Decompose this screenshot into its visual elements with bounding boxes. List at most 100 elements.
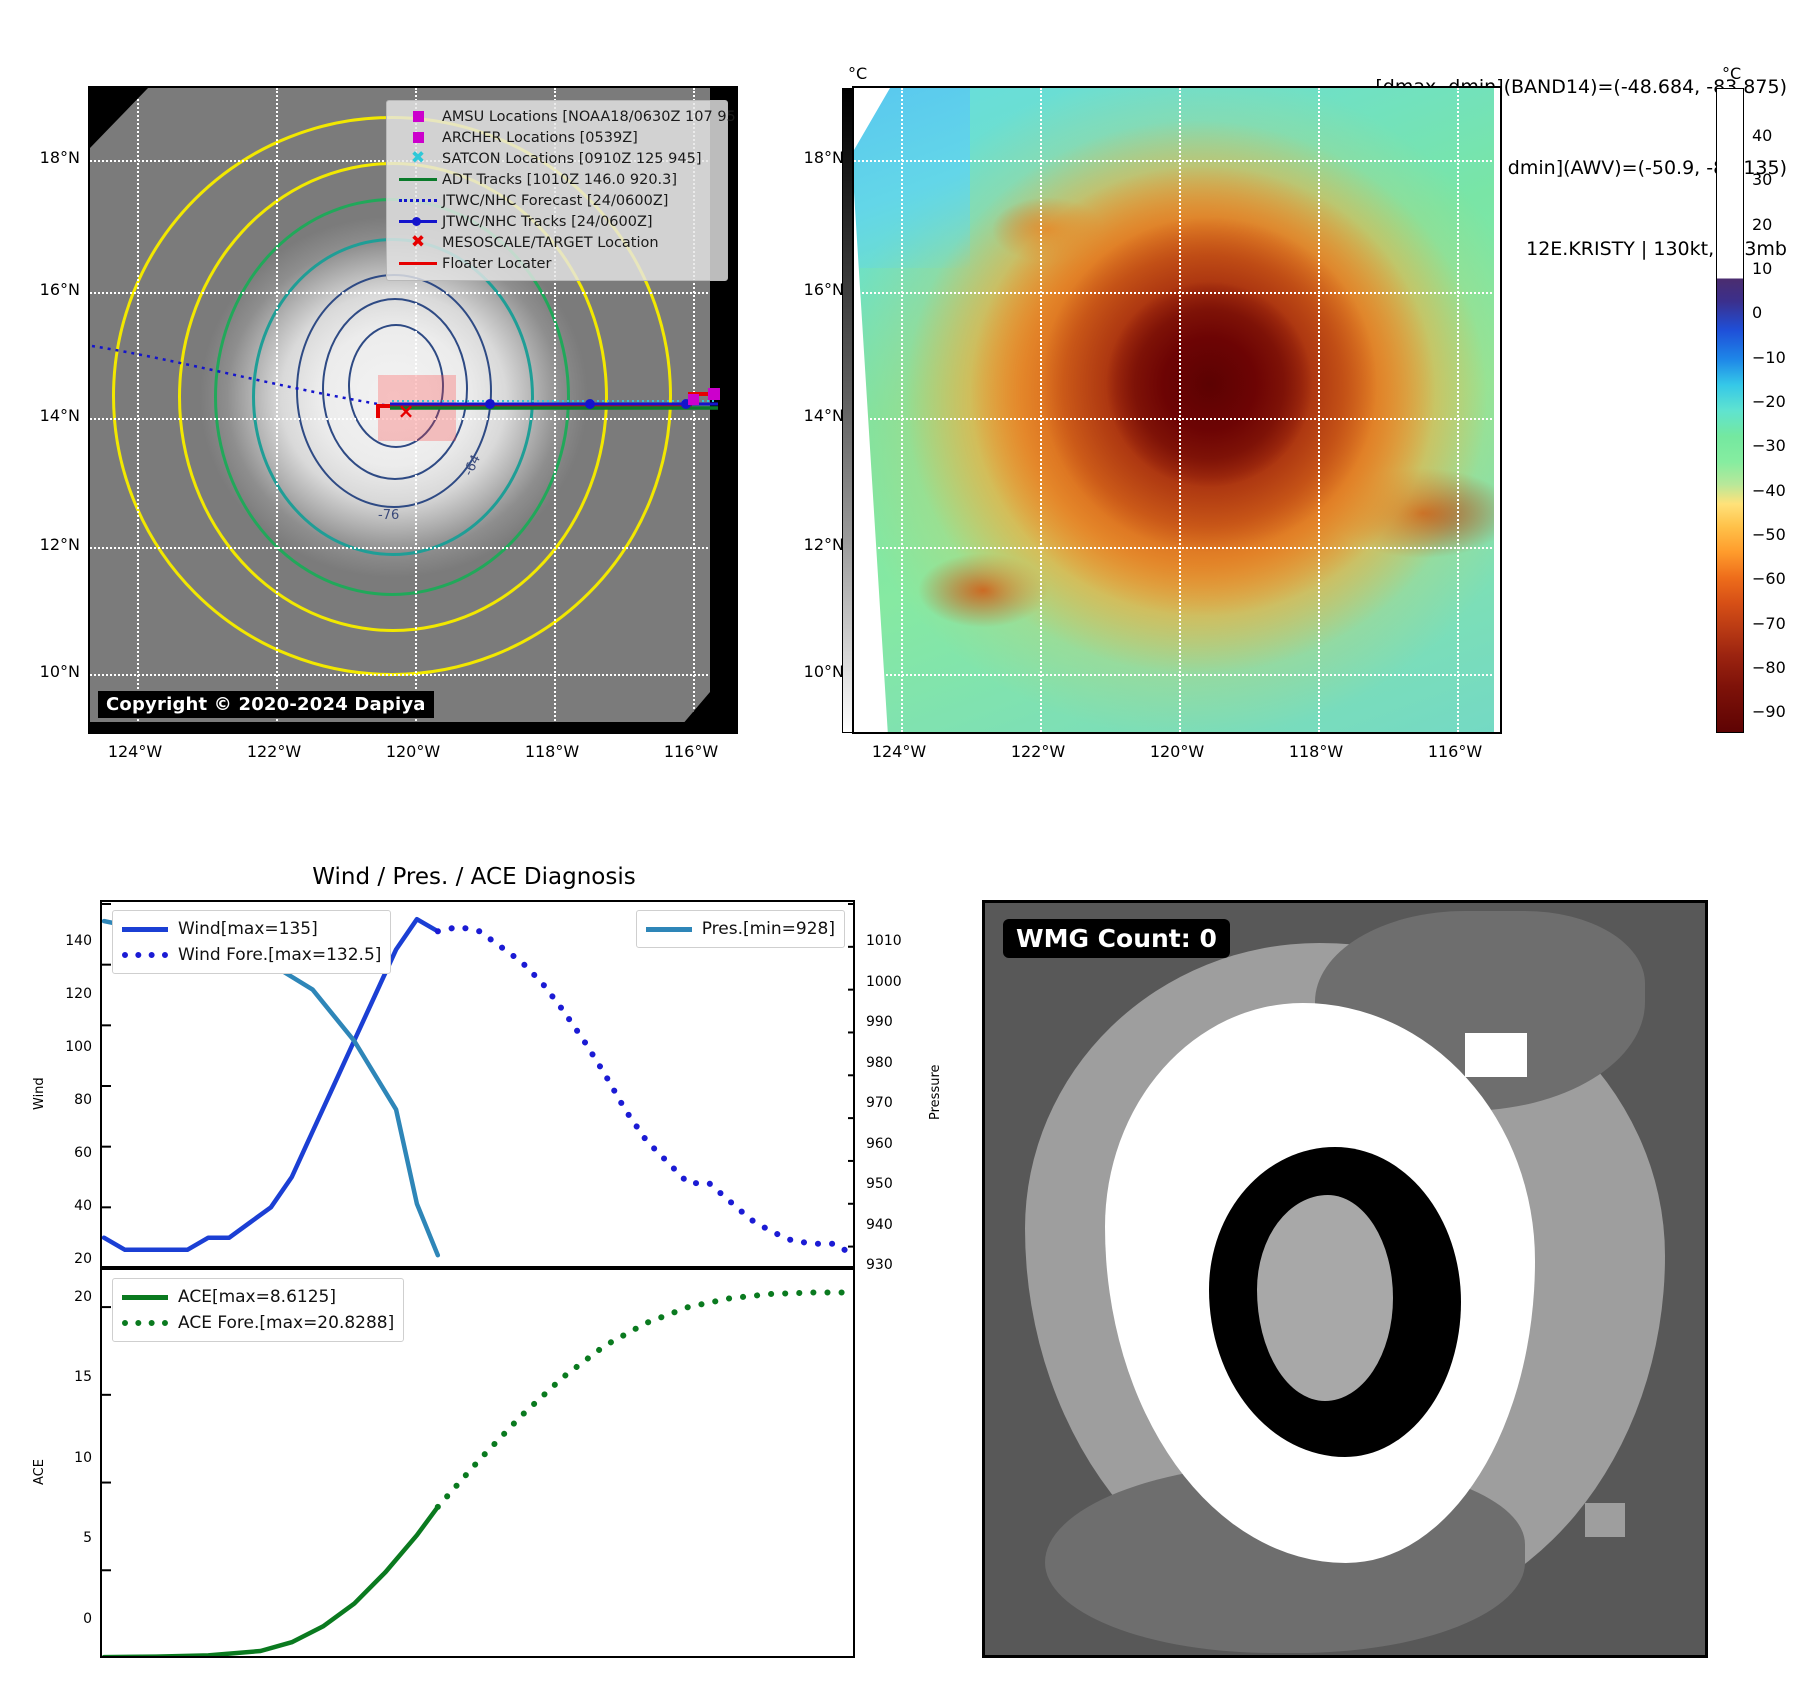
ace-chart[interactable]: ACE[max=8.6125] ACE Fore.[max=20.8288] xyxy=(100,1268,855,1658)
ace-line-icon xyxy=(122,1294,178,1300)
legend-label: JTWC/NHC Tracks [24/0600Z] xyxy=(442,213,653,230)
contour-label-76: -76 xyxy=(378,508,400,523)
gridline-lon-120 xyxy=(415,88,417,732)
awv-colorbar-unit: °C xyxy=(1722,64,1742,83)
awv-cbar-tick: −10 xyxy=(1752,348,1786,367)
jtwc-track-point xyxy=(585,399,595,409)
legend-item-wind[interactable]: Wind[max=135] xyxy=(122,916,381,942)
legend-item-archer[interactable]: ARCHER Locations [0539Z] xyxy=(394,127,720,148)
pressure-line-icon xyxy=(645,926,702,932)
gridline-lat-16 xyxy=(854,292,1500,294)
legend-label: Wind Fore.[max=132.5] xyxy=(178,945,382,965)
ace-ytick: 20 xyxy=(74,1289,92,1305)
gridline-lon-122 xyxy=(276,88,278,732)
ir-satellite-map[interactable]: -64 -76 × xyxy=(88,86,738,734)
wind-pressure-chart[interactable]: Wind[max=135] Wind Fore.[max=132.5] Pres… xyxy=(100,900,855,1268)
gridline-lat-12 xyxy=(90,547,736,549)
gridline-lat-18 xyxy=(854,160,1500,162)
wind-forecast-dotted-icon xyxy=(122,952,178,958)
pressure-axis-label: Pressure xyxy=(928,1064,943,1120)
ir-lon-tick-116w: 116°W xyxy=(663,742,719,761)
target-x-icon: ✖ xyxy=(410,232,426,252)
wmg-speckle xyxy=(1585,1503,1625,1537)
pressure-ytick: 1010 xyxy=(866,933,902,949)
awv-cbar-tick: 40 xyxy=(1752,126,1773,145)
legend-item-ace[interactable]: ACE[max=8.6125] xyxy=(122,1284,394,1310)
copyright-badge: Copyright © 2020-2024 Dapiya xyxy=(98,691,434,718)
gridline-lon-122 xyxy=(1040,88,1042,732)
ace-ytick: 0 xyxy=(83,1611,92,1627)
awv-cbar-tick: 0 xyxy=(1752,303,1763,322)
archer-square-icon xyxy=(394,132,442,143)
gridline-lat-14 xyxy=(90,418,736,420)
wind-line-icon xyxy=(122,926,178,932)
pressure-ytick: 940 xyxy=(866,1217,893,1233)
archer-location-marker xyxy=(688,394,699,405)
pressure-ytick: 930 xyxy=(866,1257,893,1273)
awv-lat-tick-10n: 10°N xyxy=(803,662,844,681)
ace-legend[interactable]: ACE[max=8.6125] ACE Fore.[max=20.8288] xyxy=(112,1278,405,1342)
legend-item-amsu[interactable]: AMSU Locations [NOAA18/0630Z 107 956] xyxy=(394,106,736,127)
pressure-legend[interactable]: Pres.[min=928] xyxy=(635,910,845,948)
ir-lon-tick-120w: 120°W xyxy=(385,742,441,761)
ace-plot xyxy=(102,1289,853,1656)
legend-label: MESOSCALE/TARGET Location xyxy=(442,234,659,251)
legend-item-jtwc-tracks[interactable]: JTWC/NHC Tracks [24/0600Z] xyxy=(394,211,720,232)
ace-forecast-dotted-icon xyxy=(122,1320,178,1326)
legend-item-wind-forecast[interactable]: Wind Fore.[max=132.5] xyxy=(122,942,381,968)
jtwc-track-point xyxy=(485,399,495,409)
legend-label: ARCHER Locations [0539Z] xyxy=(442,129,638,146)
legend-item-ace-forecast[interactable]: ACE Fore.[max=20.8288] xyxy=(122,1310,394,1336)
gridline-lon-116 xyxy=(693,88,695,732)
map-legend[interactable]: AMSU Locations [NOAA18/0630Z 107 956] AR… xyxy=(386,100,736,281)
ir-lat-tick-12n: 12°N xyxy=(39,535,80,554)
image-edge-mask-bottom xyxy=(90,722,736,732)
pressure-ytick: 960 xyxy=(866,1136,893,1152)
awv-satellite-map[interactable] xyxy=(852,86,1502,734)
gridline-lon-124 xyxy=(901,88,903,732)
wind-ytick: 40 xyxy=(74,1198,92,1214)
ace-ytick: 10 xyxy=(74,1450,92,1466)
ir-lon-tick-124w: 124°W xyxy=(107,742,163,761)
wind-ytick: 100 xyxy=(65,1039,92,1055)
legend-item-jtwc-forecast[interactable]: JTWC/NHC Forecast [24/0600Z] xyxy=(394,190,720,211)
legend-item-pressure[interactable]: Pres.[min=928] xyxy=(645,916,835,942)
awv-cbar-tick: −90 xyxy=(1752,702,1786,721)
pressure-ytick: 1000 xyxy=(866,974,902,990)
wind-ytick: 140 xyxy=(65,933,92,949)
awv-lat-tick-14n: 14°N xyxy=(803,406,844,425)
legend-label: Floater Locater xyxy=(442,255,552,272)
wmg-classification-map[interactable]: WMG Count: 0 xyxy=(982,900,1708,1658)
awv-lon-tick-116w: 116°W xyxy=(1427,742,1483,761)
awv-lat-tick-18n: 18°N xyxy=(803,148,844,167)
legend-label: SATCON Locations [0910Z 125 945] xyxy=(442,150,702,167)
floater-line-icon xyxy=(394,262,442,265)
pressure-ytick: 990 xyxy=(866,1014,893,1030)
awv-cbar-tick: 10 xyxy=(1752,259,1773,278)
legend-item-floater-locater[interactable]: Floater Locater xyxy=(394,253,720,274)
ir-colorbar-unit: °C xyxy=(848,64,868,83)
gridline-lon-116 xyxy=(1457,88,1459,732)
image-edge-mask-bottomright xyxy=(676,692,710,732)
awv-edge-mask-right xyxy=(1494,88,1500,732)
awv-colorbar xyxy=(1716,88,1744,733)
pressure-ytick: 970 xyxy=(866,1095,893,1111)
legend-item-mesoscale-target[interactable]: ✖ MESOSCALE/TARGET Location xyxy=(394,232,720,253)
wind-ytick: 120 xyxy=(65,986,92,1002)
ace-ytick: 15 xyxy=(74,1369,92,1385)
legend-item-adt-tracks[interactable]: ADT Tracks [1010Z 146.0 920.3] xyxy=(394,169,720,190)
amsu-square-icon xyxy=(394,111,442,122)
gridline-lon-118 xyxy=(1318,88,1320,732)
gridline-lat-14 xyxy=(854,418,1500,420)
contour-ring-navy-mid xyxy=(322,298,468,480)
wmg-eye-region xyxy=(1257,1195,1393,1401)
wind-legend[interactable]: Wind[max=135] Wind Fore.[max=132.5] xyxy=(112,910,392,974)
gridline-lat-10 xyxy=(90,674,736,676)
chart-title: Wind / Pres. / ACE Diagnosis xyxy=(312,864,636,890)
legend-item-satcon[interactable]: ✖ SATCON Locations [0910Z 125 945] xyxy=(394,148,720,169)
wind-ytick: 60 xyxy=(74,1145,92,1161)
legend-label: ADT Tracks [1010Z 146.0 920.3] xyxy=(442,171,678,188)
pressure-ytick: 950 xyxy=(866,1176,893,1192)
awv-lon-tick-124w: 124°W xyxy=(871,742,927,761)
